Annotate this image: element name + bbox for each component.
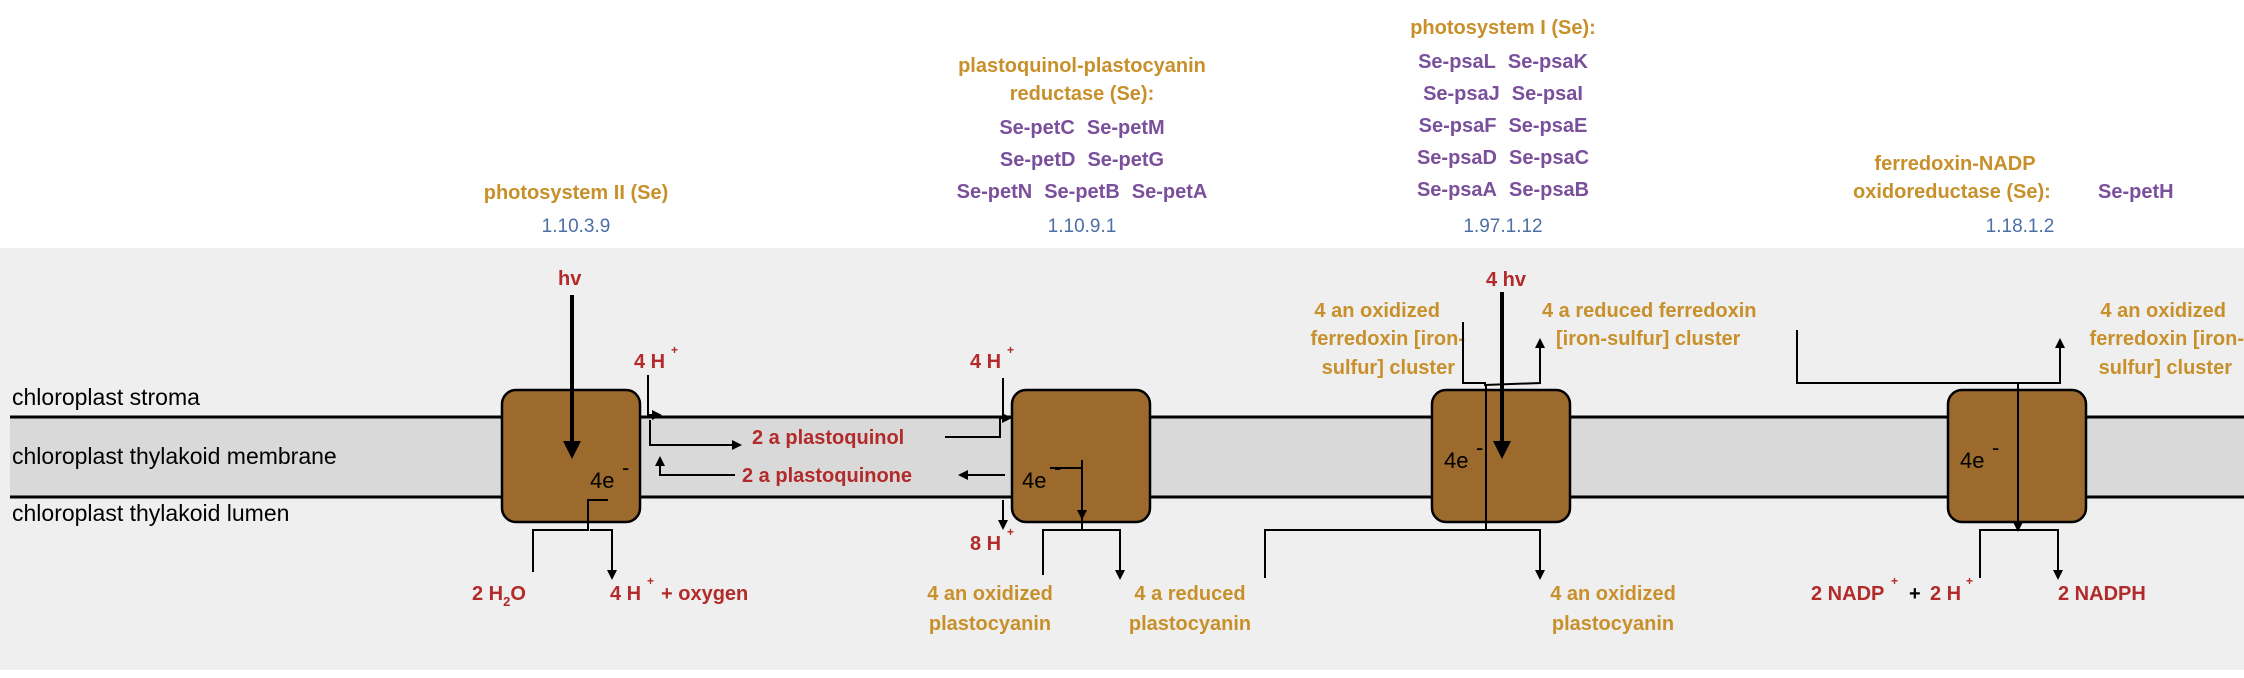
ps2-water-arrow — [532, 499, 608, 572]
cyt-name-line1: plastoquinol-plastocyanin — [958, 55, 1206, 77]
ps1-electron-label: 4e — [1444, 448, 1468, 473]
ps1-pc-arrow — [1264, 529, 1545, 580]
cyt-h-top: 4 H — [970, 351, 1001, 373]
ps1-name: photosystem I (Se): — [1410, 17, 1596, 39]
ps1-gene[interactable]: Se-psaD — [1417, 147, 1497, 169]
cyt-electron-label: 4e — [1022, 468, 1046, 493]
fnr-ox-fd-2: ferredoxin [iron- — [2090, 328, 2244, 350]
membrane-label: chloroplast thylakoid membrane — [12, 443, 337, 469]
cyt-h-bottom: 8 H — [970, 533, 1001, 555]
cyt-electron-arrow — [1050, 467, 1087, 520]
ps1-ox-fd-2: ferredoxin [iron- — [1311, 328, 1465, 350]
ps2-products-arrow — [590, 529, 617, 580]
fnr-electron-sup: - — [1992, 435, 1999, 460]
plastoquinol-label: 2 a plastoquinol — [752, 427, 904, 449]
cyt-ox-pc-2: plastocyanin — [929, 613, 1051, 635]
fnr-name-line2: oxidoreductase (Se): — [1853, 181, 2051, 203]
ps1-gene[interactable]: Se-psaC — [1509, 147, 1589, 169]
fnr-nadp-sup: + — [1891, 574, 1898, 588]
cyt-h-bottom-sup: + — [1007, 525, 1014, 539]
ps2-electron-sup: - — [622, 455, 629, 480]
cyt-genes-row3: Se-petN Se-petB Se-petA — [957, 181, 1208, 203]
ps1-gene[interactable]: Se-psaF — [1419, 115, 1497, 137]
ps2-h-in-arrow — [647, 375, 662, 420]
cyt-genes-row2: Se-petD Se-petG — [1000, 149, 1164, 171]
ps2-name: photosystem II (Se) — [484, 182, 668, 204]
fnr-nadp-arrow — [1979, 529, 2063, 580]
fnr-h: 2 H — [1930, 583, 1961, 605]
plastoquinol-arrow-right — [945, 413, 1012, 438]
fnr-nadp: 2 NADP — [1811, 583, 1884, 605]
plastoquinone-arrow-left — [655, 456, 735, 476]
ps1-gene[interactable]: Se-psaE — [1508, 115, 1587, 137]
fnr-gene: Se-petH — [2098, 181, 2174, 203]
ps1-gene[interactable]: Se-psaJ — [1423, 83, 1500, 105]
ps2-h-out-sup: + — [647, 574, 654, 588]
ps1-ox-pc-1: 4 an oxidized — [1550, 583, 1676, 605]
cyt-genes-row1: Se-petC Se-petM — [999, 117, 1164, 139]
fnr-plus: + — [1909, 583, 1921, 605]
ps2-water: 2 H2O — [472, 583, 526, 609]
fnr-ox-fd-3: sulfur] cluster — [2099, 357, 2233, 379]
fnr-nadph: 2 NADPH — [2058, 583, 2146, 605]
fnr-ox-fd-1: 4 an oxidized — [2100, 300, 2226, 322]
ps1-gene-row: Se-psaF Se-psaE — [1419, 115, 1588, 137]
cyt-red-pc-2: plastocyanin — [1129, 613, 1251, 635]
cyt-pc-arrow — [1042, 460, 1125, 580]
ps1-gene-row: Se-psaA Se-psaB — [1417, 179, 1589, 201]
ps1-ox-pc-2: plastocyanin — [1552, 613, 1674, 635]
fnr-name-line1: ferredoxin-NADP — [1874, 153, 2035, 175]
ps1-ox-fd-1: 4 an oxidized — [1314, 300, 1440, 322]
fnr-ec[interactable]: 1.18.1.2 — [1986, 216, 2055, 237]
ps1-electron-sup: - — [1476, 435, 1483, 460]
cyt-h-top-sup: + — [1007, 343, 1014, 357]
plastoquinol-arrow — [649, 420, 742, 450]
ps2-oxygen: + oxygen — [661, 583, 748, 605]
cyt-ox-pc-1: 4 an oxidized — [927, 583, 1053, 605]
ps2-h-out: 4 H — [610, 583, 641, 605]
ps1-gene-row: Se-psaL Se-psaK — [1418, 51, 1588, 73]
lumen-label: chloroplast thylakoid lumen — [12, 500, 289, 526]
ps1-gene[interactable]: Se-psaK — [1508, 51, 1589, 73]
fnr-fd-arrow — [1796, 330, 2065, 384]
ps2-ec[interactable]: 1.10.3.9 — [542, 216, 611, 237]
ps1-light: 4 hv — [1486, 269, 1527, 291]
fnr-electron-label: 4e — [1960, 448, 1984, 473]
ps2-light: hv — [558, 268, 582, 290]
ps1-red-fd-2: [iron-sulfur] cluster — [1556, 328, 1741, 350]
cyt-ec[interactable]: 1.10.9.1 — [1048, 216, 1117, 237]
stroma-label: chloroplast stroma — [12, 384, 200, 410]
ps1-gene[interactable]: Se-psaL — [1418, 51, 1496, 73]
ps1-fd-arrow — [1462, 322, 1545, 387]
ps1-gene[interactable]: Se-psaI — [1512, 83, 1583, 105]
ps1-gene[interactable]: Se-psaA — [1417, 179, 1497, 201]
ps2-h-in-sup: + — [671, 343, 678, 357]
ps1-gene-row: Se-psaD Se-psaC — [1417, 147, 1589, 169]
cyt-red-pc-1: 4 a reduced — [1134, 583, 1245, 605]
ps1-gene-row: Se-psaJ Se-psaI — [1423, 83, 1583, 105]
cyt-name-line2: reductase (Se): — [1010, 83, 1155, 105]
fnr-h-sup: + — [1966, 574, 1973, 588]
ps1-gene[interactable]: Se-psaB — [1509, 179, 1589, 201]
ps1-ec[interactable]: 1.97.1.12 — [1463, 216, 1542, 237]
ps1-ox-fd-3: sulfur] cluster — [1322, 357, 1456, 379]
ps2-h-in: 4 H — [634, 351, 665, 373]
ps2-electron-label: 4e — [590, 468, 614, 493]
plastoquinone-label: 2 a plastoquinone — [742, 465, 912, 487]
ps1-red-fd-1: 4 a reduced ferredoxin — [1542, 300, 1757, 322]
